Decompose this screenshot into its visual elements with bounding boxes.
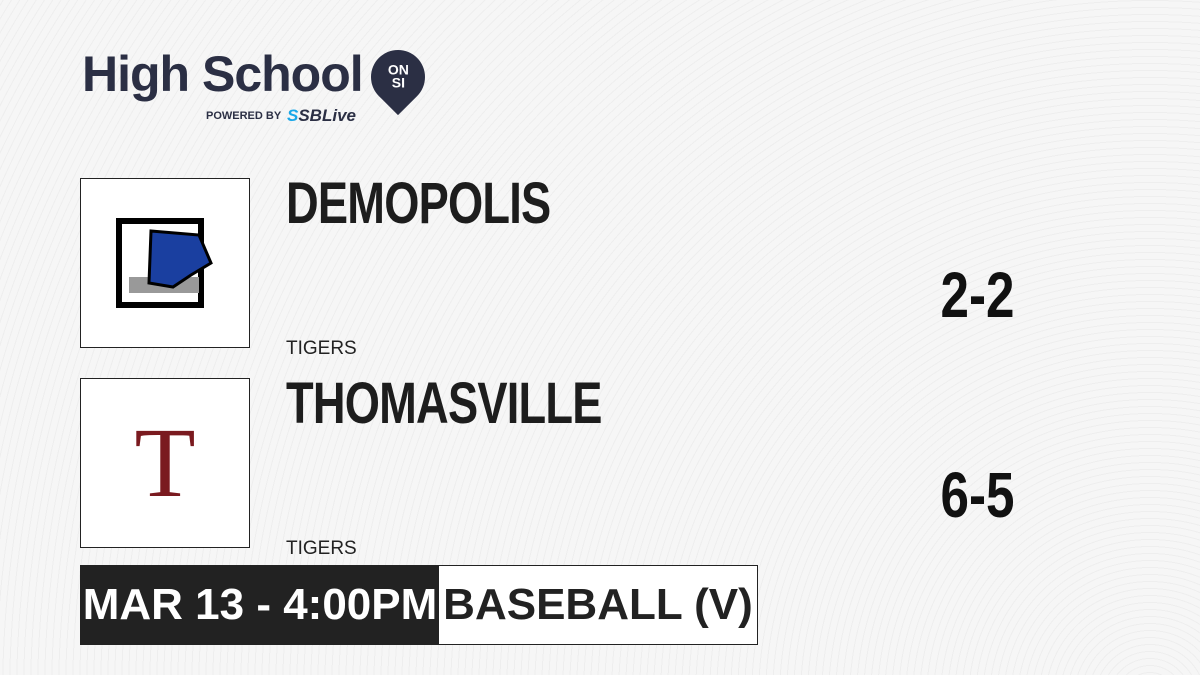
team-mascot: TIGERS <box>286 538 357 559</box>
team-logo-demopolis <box>80 178 250 348</box>
team-name: THOMASVILLE <box>286 371 602 436</box>
team-mascot: TIGERS <box>286 338 357 359</box>
location-pin-icon: ON SI <box>359 38 436 116</box>
logo-letter: T <box>134 407 196 518</box>
game-info-bar: MAR 13 - 4:00PM BASEBALL (V) <box>80 565 758 645</box>
team-record: 2-2 <box>940 259 1014 331</box>
team-logo-thomasville: T <box>80 378 250 548</box>
partner-logo: SSBLive <box>287 106 356 125</box>
game-datetime: MAR 13 - 4:00PM <box>81 566 439 644</box>
team-name: DEMOPOLIS <box>286 171 551 236</box>
team-record: 6-5 <box>940 459 1014 531</box>
game-sport: BASEBALL (V) <box>439 566 757 644</box>
powered-by: POWERED BY <box>206 110 282 122</box>
brand-logo: High School ON SI <box>82 38 436 116</box>
brand-title: High School <box>82 46 364 102</box>
